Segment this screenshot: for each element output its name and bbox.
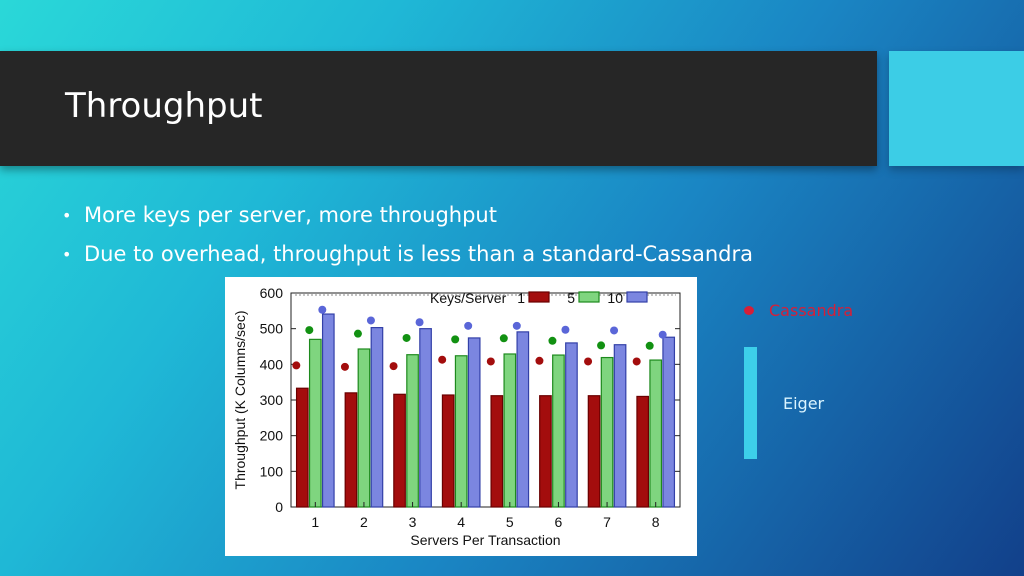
x-tick-label: 8 [652, 514, 660, 530]
bullet-list: More keys per server, more throughput Du… [62, 196, 753, 274]
bullet-item: Due to overhead, throughput is less than… [62, 235, 753, 274]
legend-swatch-5 [578, 291, 600, 303]
x-tick-label: 7 [603, 514, 611, 530]
cassandra-point-1-4 [438, 355, 447, 364]
bar-1-2 [344, 392, 358, 508]
title-bar [0, 51, 877, 166]
accent-square [889, 51, 1024, 166]
cassandra-dot-icon [744, 306, 754, 315]
chart-container: 0 100 200 300 400 500 600 1 2 3 4 5 6 7 8 Servers Per T… [225, 277, 697, 556]
bar-5-5 [503, 353, 517, 508]
bar-1-8 [636, 395, 650, 508]
bar-10-7 [613, 344, 627, 508]
y-tick-label: 200 [260, 428, 284, 444]
cassandra-point-1-7 [584, 357, 593, 366]
bar-1-7 [587, 395, 601, 508]
bar-5-2 [357, 348, 371, 508]
x-tick-label: 6 [555, 514, 563, 530]
cassandra-point-1-3 [389, 362, 398, 371]
y-tick-label: 400 [260, 356, 284, 372]
legend-title: Keys/Server [430, 290, 507, 306]
cassandra-point-5-7 [597, 341, 606, 350]
bar-5-1 [308, 338, 322, 508]
cassandra-point-5-3 [402, 333, 411, 342]
x-tick-label: 1 [311, 514, 319, 530]
bar-5-8 [649, 359, 663, 508]
x-axis-label: Servers Per Transaction [410, 532, 560, 548]
bullet-item: More keys per server, more throughput [62, 196, 753, 235]
bar-1-3 [393, 393, 406, 508]
legend-label-5: 5 [567, 290, 575, 306]
bar-5-4 [454, 355, 468, 508]
cassandra-point-5-4 [451, 335, 460, 344]
eiger-label: Eiger [783, 394, 825, 413]
y-tick-label: 100 [260, 463, 284, 479]
bar-5-7 [600, 356, 614, 508]
bar-5-6 [552, 354, 565, 508]
cassandra-point-10-8 [658, 330, 667, 339]
y-axis-label: Throughput (K Columns/sec) [232, 311, 248, 490]
cassandra-point-10-6 [561, 325, 570, 334]
eiger-bar-icon [744, 347, 757, 459]
cassandra-point-10-7 [610, 326, 619, 335]
cassandra-point-5-8 [645, 341, 654, 350]
x-tick-label: 3 [409, 514, 417, 530]
bar-5-3 [406, 354, 419, 508]
bar-10-2 [370, 326, 384, 508]
cassandra-point-10-1 [318, 305, 327, 314]
bar-1-5 [490, 395, 504, 508]
bar-1-1 [295, 387, 309, 508]
cassandra-point-1-8 [632, 357, 641, 366]
x-tick-label: 5 [506, 514, 514, 530]
cassandra-point-10-5 [512, 321, 521, 330]
cassandra-point-10-3 [415, 318, 424, 327]
bar-10-4 [467, 337, 481, 508]
cassandra-point-1-5 [486, 357, 495, 366]
cassandra-point-10-2 [366, 316, 375, 325]
bar-10-1 [321, 313, 335, 508]
legend-label-1: 1 [517, 290, 525, 306]
y-tick-label: 300 [260, 392, 284, 408]
bar-1-6 [539, 395, 552, 508]
cassandra-point-10-4 [464, 321, 473, 330]
bar-1-4 [441, 394, 455, 508]
cassandra-point-1-6 [535, 356, 544, 365]
bar-10-3 [419, 328, 432, 508]
cassandra-point-5-1 [305, 326, 314, 335]
x-tick-label: 4 [457, 514, 465, 530]
cassandra-point-1-1 [292, 361, 301, 370]
slide-title: Throughput [65, 86, 263, 126]
y-tick-label: 0 [275, 499, 283, 515]
bar-10-5 [516, 331, 530, 508]
bar-10-6 [565, 342, 578, 508]
y-tick-label: 500 [260, 321, 284, 337]
throughput-chart: 0 100 200 300 400 500 600 1 2 3 4 5 6 7 8 Servers Per T… [232, 285, 681, 548]
bar-10-8 [662, 336, 676, 508]
cassandra-point-1-2 [340, 362, 349, 371]
y-tick-label: 600 [260, 285, 284, 301]
cassandra-label: Cassandra [769, 301, 854, 320]
legend-swatch-1 [528, 291, 550, 303]
cassandra-point-5-2 [353, 329, 362, 338]
legend-swatch-10 [626, 291, 648, 303]
cassandra-point-5-5 [499, 334, 508, 343]
x-tick-label: 2 [360, 514, 368, 530]
legend-label-10: 10 [607, 290, 623, 306]
cassandra-point-5-6 [548, 336, 557, 345]
